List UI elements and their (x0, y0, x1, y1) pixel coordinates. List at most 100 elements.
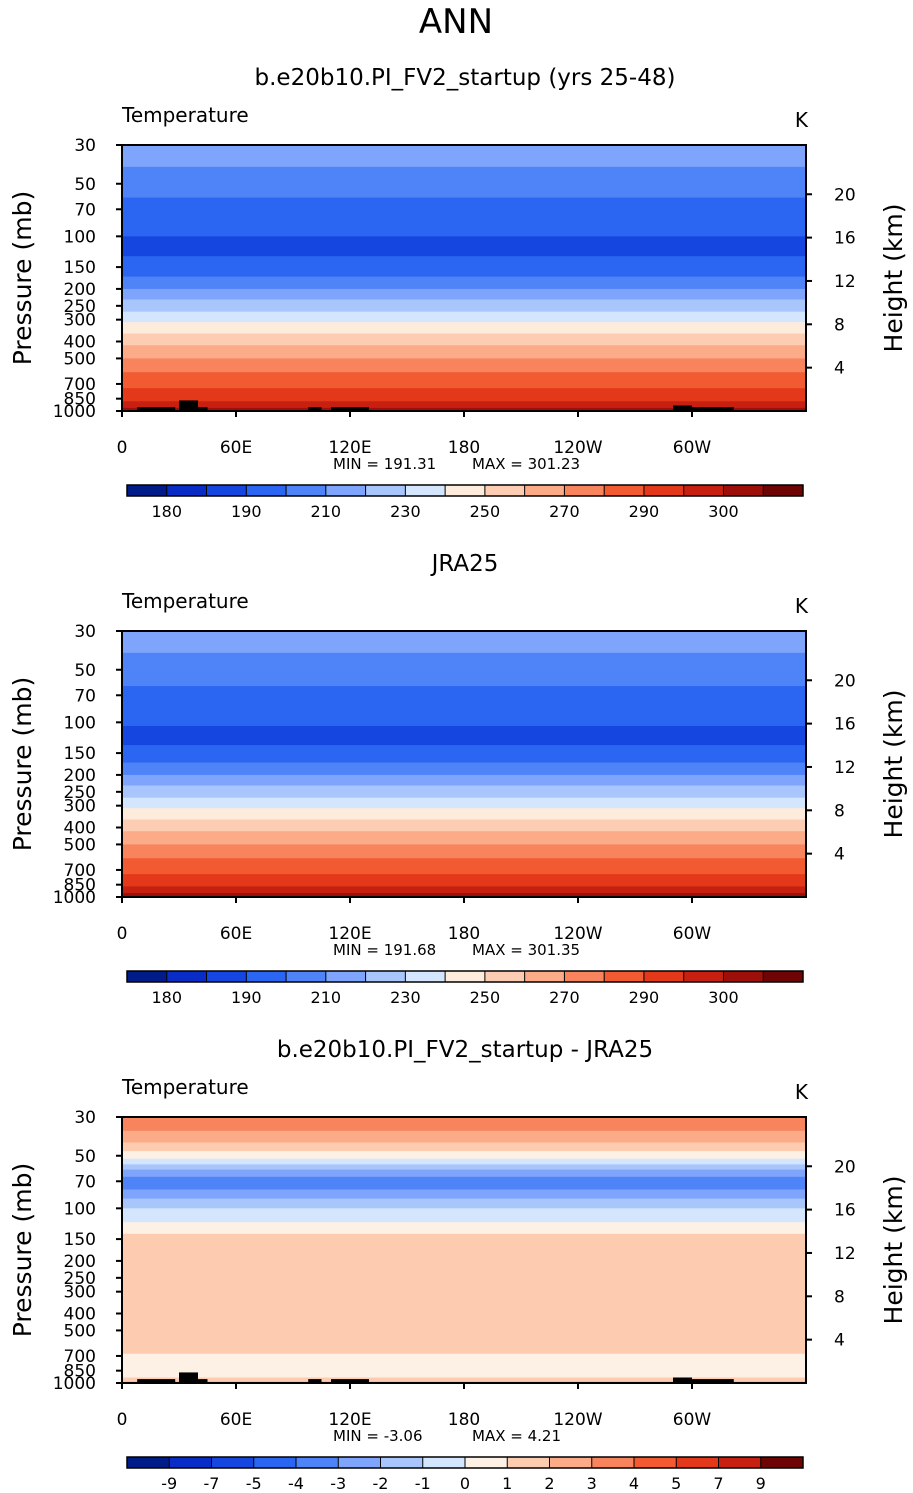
contour-band (122, 311, 806, 323)
colorbar-label: 250 (470, 502, 501, 521)
colorbar-swatch (246, 485, 287, 496)
y-tick-label: 50 (74, 1147, 96, 1167)
colorbar-label: -4 (288, 1474, 304, 1493)
height-tick-label: 8 (834, 1287, 845, 1307)
colorbar-swatch (524, 971, 565, 982)
contour-band (122, 652, 806, 687)
x-tick-label: 0 (117, 1410, 128, 1430)
contour-band (122, 256, 806, 278)
x-tick-label: 120W (553, 1410, 602, 1430)
colorbar-swatch (422, 1457, 466, 1468)
topography-block (198, 407, 208, 411)
colorbar-frame (126, 970, 804, 983)
y2-axis-label: Height (km) (879, 1176, 908, 1325)
contour-band (122, 1130, 806, 1144)
contour-band (122, 686, 806, 727)
contour-band (122, 401, 806, 409)
y-tick-label: 300 (64, 311, 96, 331)
panel-title: b.e20b10.PI_FV2_startup (yrs 25-48) (255, 65, 676, 91)
colorbar-label: 270 (549, 988, 580, 1007)
y-tick-label: 400 (64, 332, 96, 352)
colorbar-swatch (564, 485, 605, 496)
contour-band (122, 858, 806, 875)
x-tick-label: 180 (448, 1410, 480, 1430)
colorbar-swatch (127, 1457, 170, 1468)
units-label: K (795, 108, 809, 132)
topography-block (308, 1379, 322, 1383)
colorbar-label: 0 (460, 1474, 470, 1493)
colorbar-swatch (127, 485, 168, 496)
colorbar-label: 180 (151, 988, 182, 1007)
contour-band (122, 276, 806, 290)
contour-field (122, 1117, 806, 1383)
units-label: K (795, 1080, 809, 1104)
season-title: ANN (419, 2, 493, 42)
topography-block (179, 400, 198, 411)
colorbar-swatch (524, 485, 565, 496)
y-tick-label: 250 (64, 297, 96, 317)
min-label: MIN = 191.68 (333, 941, 436, 959)
panel-title: b.e20b10.PI_FV2_startup - JRA25 (277, 1037, 653, 1063)
colorbar-swatch (206, 485, 247, 496)
topography-block (308, 407, 322, 411)
y-tick-label: 250 (64, 1269, 96, 1289)
x-tick-label: 60E (220, 1410, 252, 1430)
contour-band (122, 333, 806, 346)
variable-label: Temperature (121, 103, 249, 127)
variable-label: Temperature (121, 1075, 249, 1099)
x-tick-label: 120E (328, 438, 371, 458)
colorbar-swatch (296, 1457, 339, 1468)
min-label: MIN = -3.06 (333, 1427, 423, 1445)
y-tick-label: 300 (64, 797, 96, 817)
y-tick-label: 850 (64, 1362, 96, 1382)
contour-band (122, 1164, 806, 1171)
colorbar-swatch (484, 485, 526, 496)
colorbar-label: -3 (330, 1474, 346, 1493)
contour-band (122, 1222, 806, 1235)
y-tick-label: 300 (64, 1283, 96, 1303)
x-tick-label: 60W (673, 438, 712, 458)
colorbar-swatch (338, 1457, 381, 1468)
y-tick-label: 70 (74, 686, 96, 706)
contour-band (122, 358, 806, 373)
colorbar-swatch (763, 485, 804, 496)
colorbar-swatch (405, 485, 446, 496)
colorbar-swatch (127, 971, 168, 982)
colorbar-frame (126, 484, 804, 497)
y-tick-label: 100 (64, 713, 96, 733)
height-tick-label: 16 (834, 715, 856, 735)
colorbar-swatch (676, 1457, 719, 1468)
colorbar-swatch (206, 971, 247, 982)
contour-band (122, 1208, 806, 1223)
height-tick-label: 12 (834, 758, 856, 778)
y-tick-label: 700 (64, 861, 96, 881)
colorbar-swatch (166, 971, 207, 982)
contour-band (122, 407, 806, 411)
colorbar-swatch (445, 971, 486, 982)
contour-band (122, 322, 806, 334)
x-tick-label: 180 (448, 438, 480, 458)
x-tick-label: 0 (117, 438, 128, 458)
colorbar-swatch (507, 1457, 550, 1468)
colorbar-swatch (166, 485, 207, 496)
x-tick-label: 60W (673, 1410, 712, 1430)
y-tick-label: 150 (64, 744, 96, 764)
colorbar-label: 250 (470, 988, 501, 1007)
colorbar-swatch (405, 971, 446, 982)
colorbar-swatch (760, 1457, 804, 1468)
colorbar-swatch (365, 485, 406, 496)
y-tick-label: 700 (64, 1347, 96, 1367)
y2-axis-label: Height (km) (879, 204, 908, 353)
colorbar-label: 300 (708, 988, 739, 1007)
colorbar-label: -5 (246, 1474, 262, 1493)
colorbar-label: 290 (629, 988, 660, 1007)
topography-block (673, 405, 692, 411)
colorbar-swatch (723, 971, 764, 982)
topography-block (692, 1379, 734, 1383)
colorbar-swatch (246, 971, 287, 982)
y-tick-label: 150 (64, 258, 96, 278)
y-tick-label: 400 (64, 1304, 96, 1324)
height-tick-label: 12 (834, 272, 856, 292)
colorbar-label: 9 (756, 1474, 766, 1493)
panel-title: JRA25 (430, 551, 499, 577)
